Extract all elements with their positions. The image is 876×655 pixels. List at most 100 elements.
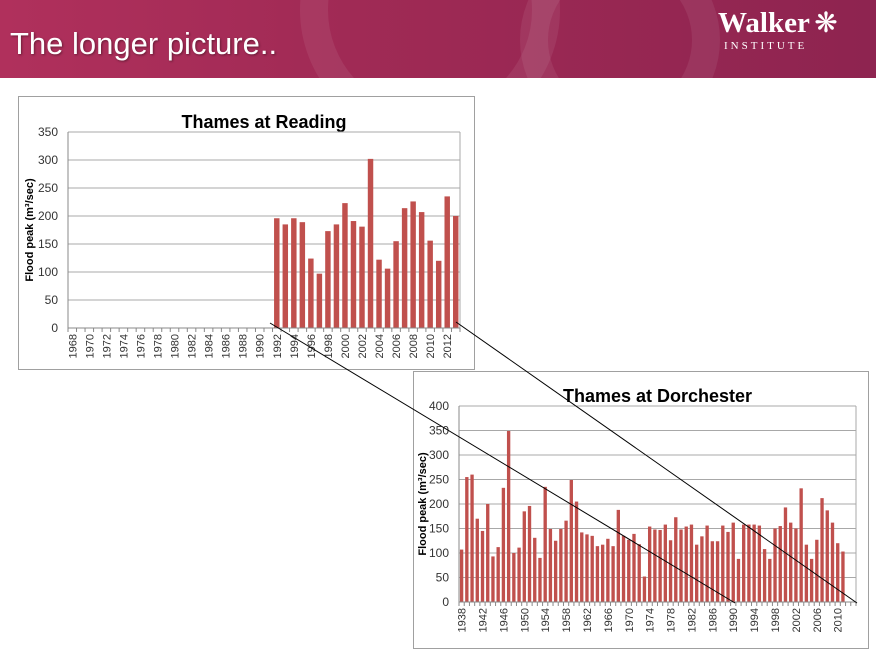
bar-1950 — [522, 511, 526, 602]
x-tick-label: 2000 — [340, 334, 352, 358]
bar-2004 — [804, 544, 809, 602]
bar-1990 — [731, 522, 735, 602]
x-tick-label: 2006 — [391, 334, 403, 358]
bar-1986 — [710, 541, 715, 602]
bar-1942 — [480, 530, 485, 602]
bar-1989 — [726, 531, 730, 602]
x-tick-label: 2006 — [812, 608, 824, 632]
slide-title: The longer picture.. — [10, 26, 278, 61]
bar-1947 — [506, 430, 511, 602]
bar-1971 — [632, 533, 636, 602]
bar-1976 — [658, 529, 662, 602]
y-tick-label: 300 — [38, 153, 58, 167]
x-tick-label: 1978 — [152, 334, 164, 358]
bar-1992 — [742, 524, 746, 602]
bar-1999 — [333, 224, 340, 328]
x-tick-label: 1986 — [221, 334, 233, 358]
y-tick-label: 200 — [38, 209, 58, 223]
y-tick-label: 150 — [38, 237, 58, 251]
x-tick-label: 2010 — [833, 608, 845, 632]
x-tick-label: 1994 — [749, 608, 761, 632]
x-tick-label: 2012 — [442, 334, 454, 358]
bar-1988 — [721, 525, 725, 602]
chart-title: Thames at Reading — [181, 112, 346, 132]
bar-1980 — [679, 529, 683, 602]
bar-1953 — [538, 557, 542, 602]
bar-2003 — [799, 488, 803, 602]
x-tick-label: 1990 — [728, 608, 740, 632]
bar-1954 — [543, 486, 547, 602]
x-tick-label: 1998 — [770, 608, 782, 632]
bar-1962 — [585, 534, 589, 602]
bar-2002 — [359, 226, 365, 328]
bar-1975 — [653, 529, 657, 602]
bar-2007 — [401, 208, 408, 328]
bar-2001 — [350, 221, 357, 328]
x-tick-label: 1958 — [561, 608, 573, 632]
bar-1939 — [465, 477, 469, 602]
x-tick-label: 1938 — [457, 608, 469, 632]
x-tick-label: 2002 — [357, 334, 369, 358]
y-tick-label: 400 — [429, 399, 449, 413]
bar-1973 — [642, 576, 647, 602]
y-tick-label: 0 — [51, 321, 58, 335]
bar-1972 — [637, 544, 641, 602]
bar-1974 — [647, 526, 652, 602]
bar-1985 — [705, 525, 709, 602]
bar-1967 — [611, 546, 615, 602]
bar-1992 — [274, 218, 280, 328]
bar-1938 — [459, 549, 464, 602]
y-tick-label: 250 — [429, 473, 449, 487]
bar-1998 — [773, 528, 777, 602]
bar-1963 — [590, 535, 594, 602]
bar-1997 — [316, 273, 323, 328]
x-tick-label: 1962 — [582, 608, 594, 632]
bar-1993 — [747, 524, 751, 602]
x-tick-label: 1970 — [624, 608, 636, 632]
bar-1968 — [616, 509, 620, 602]
x-tick-label: 1968 — [67, 334, 79, 358]
x-tick-label: 1982 — [686, 608, 698, 632]
bar-1964 — [595, 546, 600, 602]
bar-2001 — [789, 522, 793, 602]
logo-sub: INSTITUTE — [724, 40, 808, 52]
bar-1979 — [674, 517, 678, 602]
logo-pinwheel-icon: ❋ — [814, 7, 838, 38]
y-tick-label: 350 — [38, 125, 58, 139]
y-tick-label: 200 — [429, 497, 449, 511]
bar-2006 — [815, 539, 819, 602]
bar-2010 — [427, 240, 433, 328]
bar-1994 — [291, 218, 297, 328]
x-tick-label: 1954 — [540, 608, 552, 632]
slide-header: The longer picture.. Walker ❋ INSTITUTE — [0, 0, 876, 78]
bar-1948 — [512, 553, 516, 602]
bar-2005 — [384, 268, 391, 328]
x-tick-label: 1946 — [498, 608, 510, 632]
bar-2012 — [444, 196, 450, 328]
y-tick-label: 300 — [429, 448, 449, 462]
bar-2007 — [820, 498, 824, 602]
x-tick-label: 1976 — [135, 334, 147, 358]
y-tick-label: 50 — [436, 571, 450, 585]
bar-2008 — [410, 201, 416, 328]
bar-2000 — [783, 507, 788, 602]
bar-1943 — [486, 504, 490, 602]
y-axis-label: Flood peak (m³/sec) — [24, 178, 36, 282]
x-tick-label: 1974 — [645, 608, 657, 632]
bar-2009 — [830, 522, 835, 602]
bar-2008 — [825, 510, 829, 602]
bar-1970 — [627, 539, 631, 602]
x-tick-label: 1996 — [306, 334, 318, 358]
y-tick-label: 0 — [442, 595, 449, 609]
bar-2005 — [809, 558, 814, 602]
logo-name: Walker — [718, 7, 810, 39]
y-tick-label: 100 — [429, 546, 449, 560]
bar-1969 — [621, 535, 626, 602]
y-tick-label: 50 — [45, 293, 59, 307]
dorchester-chart: Thames at Dorchester 0 50 100 150 200 250 300 35… — [413, 371, 869, 649]
x-tick-label: 1980 — [170, 334, 182, 358]
bar-1991 — [736, 558, 741, 602]
bar-1993 — [282, 224, 289, 328]
bar-2000 — [342, 203, 348, 328]
bar-1987 — [715, 541, 720, 602]
